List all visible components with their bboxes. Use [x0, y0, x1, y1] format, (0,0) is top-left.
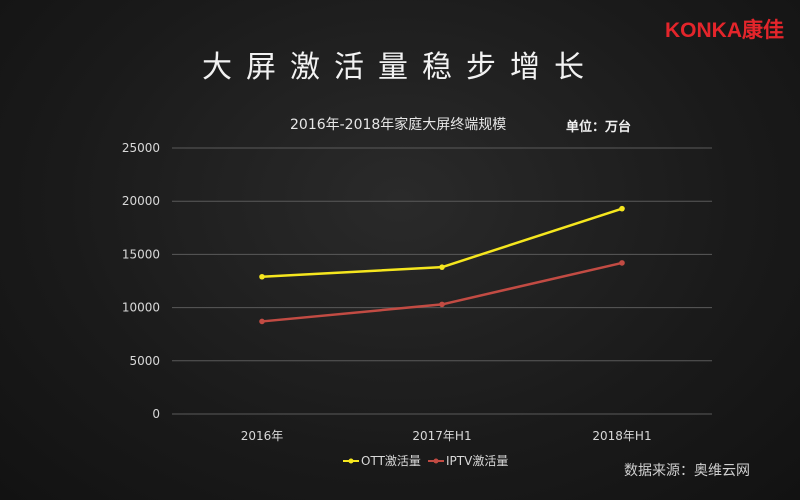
legend-marker: [433, 458, 439, 464]
series-line-2: [261, 261, 623, 323]
legend-label: IPTV激活量: [446, 454, 508, 468]
y-tick-label: 10000: [122, 301, 160, 315]
grid-layer: [172, 147, 712, 415]
x-tick-label: 2018年H1: [592, 429, 651, 443]
unit-label: 单位：万台: [566, 120, 632, 135]
data-point: [619, 205, 625, 212]
data-point: [619, 260, 625, 266]
axis-layer: 0 5000 10000 15000 20000 25000 2016年 2017年H1 201…: [122, 141, 652, 443]
legend-layer: OTT激活量 IPTV激活量: [343, 454, 508, 468]
data-source-label: 数据来源：奥维云网: [624, 463, 750, 479]
legend-marker: [348, 458, 354, 464]
series-layer: [259, 205, 625, 325]
slide-title: 大屏激活量稳步增长: [202, 50, 598, 85]
x-tick-label: 2016年: [241, 429, 284, 443]
y-tick-label: 25000: [122, 141, 160, 155]
y-tick-label: 20000: [122, 194, 160, 208]
data-point: [259, 273, 265, 280]
data-point: [259, 318, 265, 325]
y-tick-label: 5000: [129, 354, 160, 368]
konka-logo: KONKA康佳: [665, 19, 784, 42]
chart-title: 2016年-2018年家庭大屏终端规模: [290, 117, 507, 133]
x-tick-label: 2017年H1: [412, 429, 471, 443]
data-point: [439, 301, 445, 308]
y-tick-label: 15000: [122, 247, 160, 261]
legend-label: OTT激活量: [361, 454, 421, 468]
y-tick-label: 0: [152, 407, 160, 421]
data-point: [439, 264, 445, 270]
